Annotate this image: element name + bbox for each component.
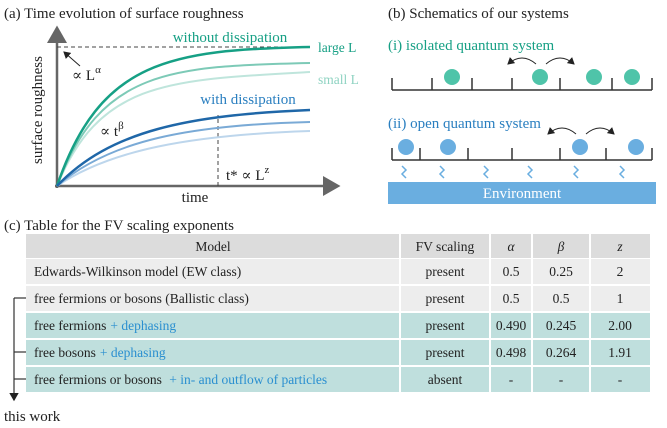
y-axis-label: surface roughness	[30, 56, 46, 164]
model-highlight: + in- and outflow of particles	[169, 372, 327, 387]
hop-arrow	[508, 58, 536, 64]
table-cell: 0.490	[496, 318, 527, 333]
hop-arrow	[546, 58, 574, 64]
table-cell: 0.5	[503, 291, 520, 306]
table-cell: 2.00	[608, 318, 632, 333]
table-cell: 0.25	[549, 264, 573, 279]
label: t* ∝ Lz	[226, 164, 269, 184]
math-sup: α	[95, 64, 101, 76]
model-cell: free fermions or bosons (Ballistic class…	[34, 291, 249, 306]
table-cell: -	[618, 372, 623, 387]
lattice	[392, 78, 652, 90]
table-cell: present	[426, 318, 465, 333]
math: ∝ L	[72, 68, 95, 84]
table-cell: 0.245	[546, 318, 577, 333]
lattice	[392, 148, 652, 160]
table-cell: 2	[617, 264, 624, 279]
curve	[57, 72, 310, 186]
table-cell: 1	[617, 291, 624, 306]
table-cell: present	[426, 264, 465, 279]
curve	[57, 131, 310, 186]
table-cell: absent	[428, 372, 463, 387]
model-cell: free fermions or bosons + in- and outflo…	[34, 372, 327, 387]
label: ∝ tβ	[100, 120, 124, 140]
panel-b-title: (b) Schematics of our systems	[388, 6, 569, 22]
label: without dissipation	[173, 30, 288, 46]
table-cell: 0.498	[496, 345, 527, 360]
model-cell: free fermions + dephasing	[34, 318, 176, 333]
panel-c-title: (c) Table for the FV scaling exponents	[4, 218, 234, 234]
model-highlight: + dephasing	[100, 345, 166, 360]
model-name: free fermions or bosons (Ballistic class…	[34, 291, 249, 306]
label: small L	[318, 72, 359, 87]
model-cell: Edwards-Wilkinson model (EW class)	[34, 264, 241, 279]
table-cell: 0.264	[546, 345, 577, 360]
arrow	[64, 52, 80, 66]
bracket-label: this work	[4, 409, 61, 425]
column-header: Model	[195, 239, 230, 254]
label: large L	[318, 40, 356, 55]
model-name: free fermions	[34, 318, 106, 333]
math: t* ∝ L	[226, 168, 264, 184]
particles	[444, 69, 640, 85]
model-name: free fermions or bosons	[34, 372, 165, 387]
subtitle: (i) isolated quantum system	[388, 38, 555, 54]
bracket	[14, 298, 26, 400]
table-cell: 1.91	[608, 345, 632, 360]
figure: (a) Time evolution of surface roughness …	[0, 0, 667, 428]
table-cell: present	[426, 345, 465, 360]
math-sup: β	[118, 120, 124, 132]
model-name: free bosons	[34, 345, 96, 360]
column-header: β	[557, 239, 565, 254]
table-cell: 0.5	[553, 291, 570, 306]
label: with dissipation	[200, 92, 296, 108]
table: Model FV scaling α β z Edwards-Wilkinson mode…	[26, 234, 650, 393]
panel-a-title: (a) Time evolution of surface roughness	[4, 6, 244, 22]
math-sup: z	[264, 164, 269, 176]
environment-label: Environment	[483, 186, 562, 202]
column-header: z	[616, 239, 623, 254]
label: ∝ Lα	[72, 64, 101, 84]
model-highlight: + dephasing	[110, 318, 176, 333]
x-axis-label: time	[182, 190, 209, 206]
table-cell: 0.5	[503, 264, 520, 279]
model-name: Edwards-Wilkinson model (EW class)	[34, 264, 241, 279]
table-header-bg	[26, 234, 650, 258]
particles	[398, 139, 644, 155]
column-header: α	[507, 239, 515, 254]
table-cell: -	[559, 372, 564, 387]
curve	[57, 110, 310, 186]
hop-arrow	[548, 128, 576, 134]
curve	[57, 122, 310, 186]
math: ∝ t	[100, 124, 119, 140]
hop-arrow	[586, 128, 614, 134]
coupling	[402, 166, 624, 178]
table-cell: present	[426, 291, 465, 306]
column-header: FV scaling	[416, 239, 475, 254]
model-cell: free bosons + dephasing	[34, 345, 166, 360]
subtitle: (ii) open quantum system	[388, 116, 541, 132]
table-cell: -	[509, 372, 514, 387]
